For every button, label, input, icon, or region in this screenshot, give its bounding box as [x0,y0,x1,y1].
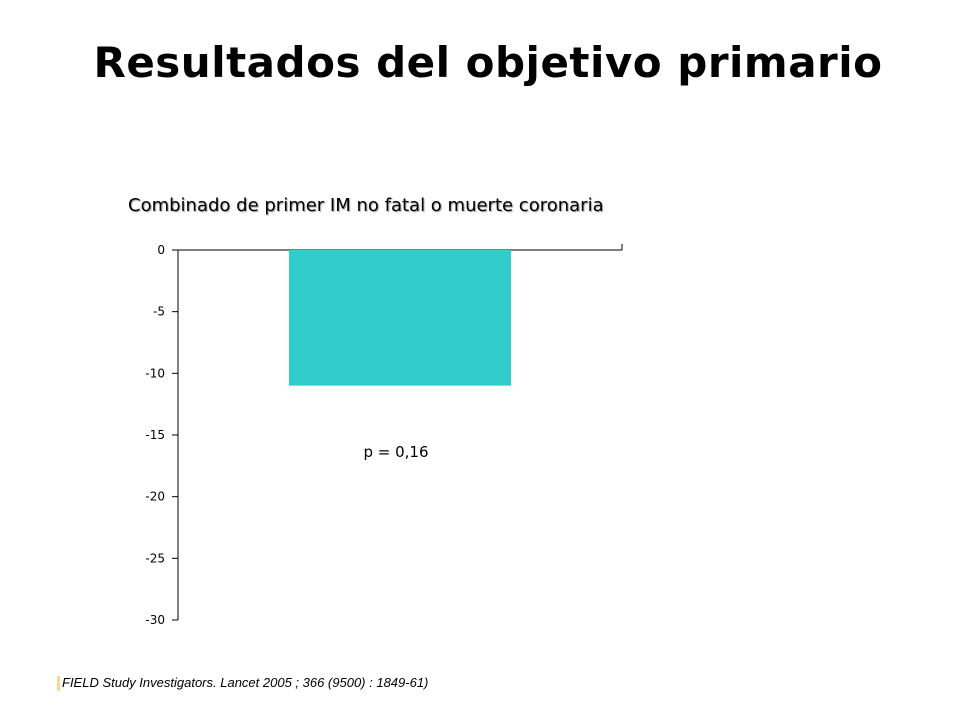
chart-bars [289,250,511,386]
bar-0 [289,250,511,386]
citation-marker [57,676,60,691]
slide-title: Resultados del objetivo primario [93,38,883,87]
p-value-annotation: p = 0,16 [363,443,428,461]
y-tick-label: -30 [145,613,165,627]
citation-text: FIELD Study Investigators. Lancet 2005 ;… [62,675,429,690]
y-tick-label: -25 [145,551,165,565]
y-tick-label: -5 [153,305,165,319]
y-tick-label: -10 [145,366,165,380]
y-tick-label: 0 [157,243,165,257]
chart-annotations: p = 0,16 [363,443,428,461]
citation: FIELD Study Investigators. Lancet 2005 ;… [57,675,429,691]
y-tick-label: -20 [145,490,165,504]
chart-title: Combinado de primer IM no fatal o muerte… [128,195,604,216]
y-tick-label: -15 [145,428,165,442]
